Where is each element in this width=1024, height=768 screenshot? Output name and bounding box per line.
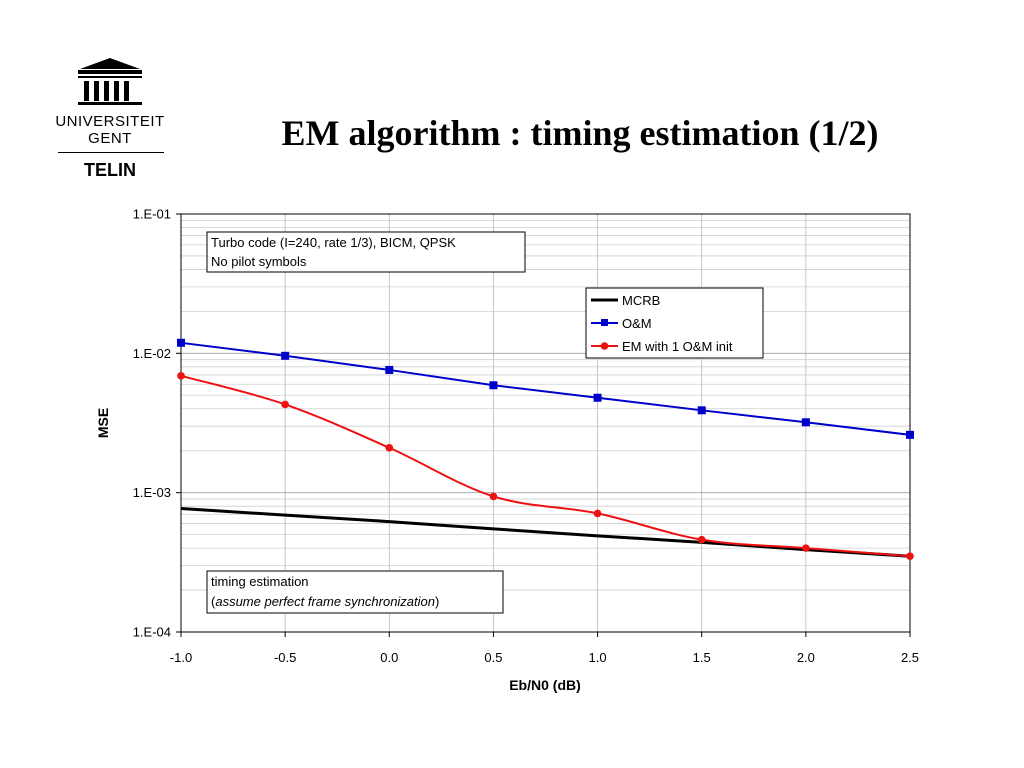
series-2-point [489,492,498,501]
condition-annotation-line2: (assume perfect frame synchronization) [211,594,439,609]
x-tick-label: 0.0 [380,650,398,665]
logo-divider [58,152,164,153]
series-1-point [697,406,706,415]
legend-item-mcrb: MCRB [591,293,660,308]
series [177,338,914,560]
logo-city-text: GENT [88,130,132,147]
y-tick-label: 1.E-04 [133,625,171,640]
series-1-point [593,393,602,402]
series-2 [177,371,914,560]
series-1 [177,338,914,439]
series-1-line [180,341,911,436]
series-1-point [489,381,498,390]
series-1-point [906,430,914,439]
legend-label-mcrb: MCRB [622,293,660,308]
logo-university-text: UNIVERSITEIT [55,113,165,130]
x-tick-label: 2.0 [797,650,815,665]
series-0-line [180,506,911,558]
condition-annotation-line1: timing estimation [211,574,309,589]
legend-label-em: EM with 1 O&M init [622,339,733,354]
y-axis-label: MSE [95,408,111,438]
axes: -1.0 -0.5 0.0 0.5 1.0 1.5 2.0 2.5 1.E-04 1.E-03 1.… [133,207,919,666]
legend-item-om: O&M [591,316,652,331]
university-building-icon [78,58,142,105]
legend-marker-om [601,319,608,326]
series-2-point [593,509,602,518]
info-annotation-box: Turbo code (I=240, rate 1/3), BICM, QPSK… [206,231,526,273]
x-tick-label: 2.5 [901,650,919,665]
series-1-point [801,418,810,427]
y-tick-label: 1.E-01 [133,207,171,222]
x-tick-label: -0.5 [274,650,296,665]
legend: MCRB O&M EM with 1 O&M init [585,287,764,359]
series-0 [180,506,911,558]
x-tick-label: -1.0 [170,650,192,665]
slide-title: EM algorithm : timing estimation (1/2) [281,113,879,153]
x-axis-label: Eb/N0 (dB) [509,677,581,693]
series-2-point [177,371,185,380]
grid-lines [180,214,911,633]
condition-annotation-box: timing estimation (assume perfect frame … [206,570,504,614]
legend-item-em: EM with 1 O&M init [591,339,733,354]
series-2-point [802,544,810,552]
series-2-line [180,374,911,558]
info-annotation-line2: No pilot symbols [211,254,307,269]
plot-area [180,213,911,633]
series-1-point [281,351,290,360]
legend-marker-em [600,342,609,350]
series-2-point [697,535,706,544]
info-annotation-line1: Turbo code (I=240, rate 1/3), BICM, QPSK [211,235,456,250]
x-tick-label: 1.0 [589,650,607,665]
legend-label-om: O&M [622,316,652,331]
series-1-point [385,365,394,374]
series-2-point [385,443,394,452]
logo-department-text: TELIN [84,160,136,180]
series-2-point [281,400,289,409]
x-tick-label: 0.5 [484,650,502,665]
condition-annotation-italic: assume perfect frame synchronization [215,594,435,609]
series-1-point [177,338,185,347]
university-logo: UNIVERSITEIT GENT TELIN [40,55,180,190]
series-2-point [906,552,914,560]
x-tick-label: 1.5 [693,650,711,665]
y-tick-label: 1.E-02 [133,346,171,361]
y-tick-label: 1.E-03 [133,485,171,500]
